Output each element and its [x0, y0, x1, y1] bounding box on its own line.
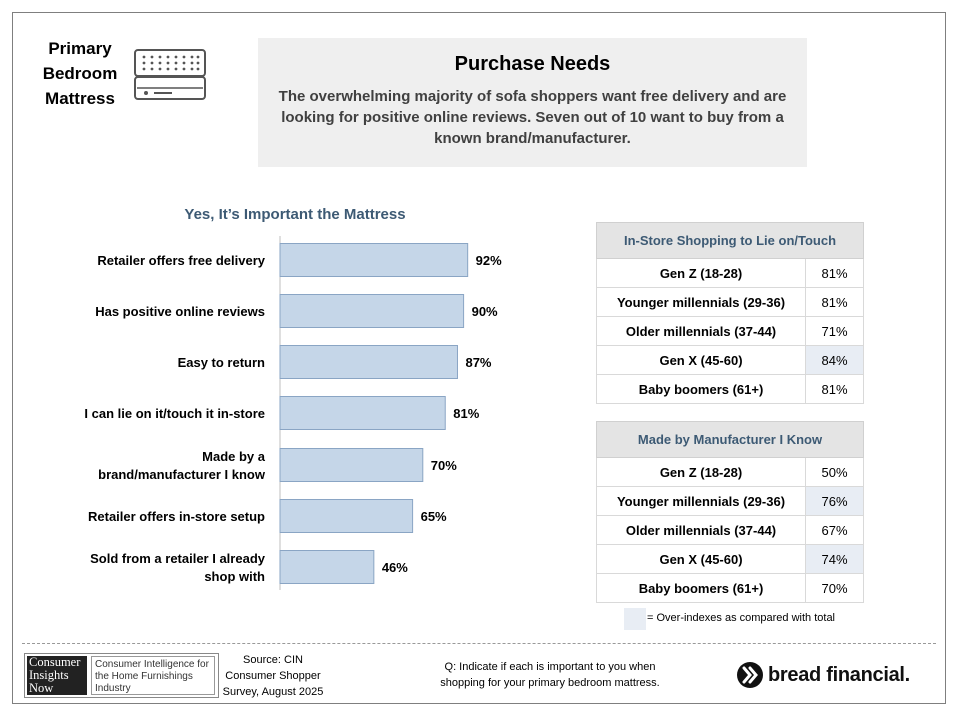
data-label: 65%: [421, 509, 447, 524]
bread-logo-icon: [737, 662, 763, 688]
segment-cell: Gen X (45-60): [596, 345, 806, 375]
data-label: 70%: [431, 458, 457, 473]
table-instore: In-Store Shopping to Lie on/Touch Gen Z …: [596, 222, 864, 404]
category-label: shop with: [204, 569, 265, 584]
bar: [279, 243, 469, 277]
table-row: Younger millennials (29-36) 76%: [596, 486, 864, 516]
header-title: Purchase Needs: [454, 53, 611, 75]
value-cell: 67%: [805, 515, 864, 545]
cin-logo-line: Insights: [29, 668, 69, 682]
category-label: Sold from a retailer I already: [90, 551, 266, 566]
value-cell-over-index: 76%: [805, 486, 864, 516]
category-label: Retailer offers free delivery: [97, 253, 265, 268]
topic-label: Primary Bedroom Mattress: [42, 39, 118, 108]
slide-frame: [12, 12, 946, 704]
category-label: Made by a: [202, 449, 266, 464]
segment-cell: Gen Z (18-28): [596, 258, 806, 288]
source-note: Source: CIN Consumer Shopper Survey, Aug…: [214, 652, 332, 700]
table-row: Older millennials (37-44) 67%: [596, 515, 864, 545]
value-cell-over-index: 74%: [805, 544, 864, 574]
category-label: brand/manufacturer I know: [98, 467, 266, 482]
segment-cell: Older millennials (37-44): [596, 316, 806, 346]
cin-logo-mark: Consumer Insights Now: [27, 656, 87, 695]
cin-logo-tagline: Consumer Intelligence for the Home Furni…: [91, 656, 215, 695]
table-row: Baby boomers (61+) 81%: [596, 374, 864, 404]
value-cell: 81%: [805, 258, 864, 288]
header-description: The overwhelming majority of sofa shoppe…: [278, 88, 787, 147]
segment-cell: Baby boomers (61+): [596, 374, 806, 404]
table-row: Gen X (45-60) 84%: [596, 345, 864, 375]
category-label: Has positive online reviews: [95, 304, 265, 319]
segment-cell: Gen Z (18-28): [596, 457, 806, 487]
cin-logo-line: Consumer: [29, 655, 81, 669]
table-row: Younger millennials (29-36) 81%: [596, 287, 864, 317]
data-label: 90%: [472, 304, 498, 319]
table-row: Older millennials (37-44) 71%: [596, 316, 864, 346]
data-label: 92%: [476, 253, 502, 268]
table-row: Gen Z (18-28) 81%: [596, 258, 864, 288]
bread-brand-name: bread financial.: [768, 664, 910, 686]
segment-cell: Gen X (45-60): [596, 544, 806, 574]
bar: [279, 345, 458, 379]
segment-cell: Younger millennials (29-36): [596, 287, 806, 317]
segment-cell: Younger millennials (29-36): [596, 486, 806, 516]
value-cell-over-index: 84%: [805, 345, 864, 375]
table-manufacturer: Made by Manufacturer I Know Gen Z (18-28…: [596, 421, 864, 603]
segment-cell: Baby boomers (61+): [596, 573, 806, 603]
cin-logo: Consumer Insights Now Consumer Intellige…: [24, 653, 219, 698]
table-title: Made by Manufacturer I Know: [596, 421, 864, 458]
legend-swatch: [624, 608, 646, 630]
bar: [279, 396, 446, 430]
data-label: 87%: [465, 355, 491, 370]
question-note: Q: Indicate if each is important to you …: [405, 659, 695, 691]
value-cell: 71%: [805, 316, 864, 346]
question-line: Q: Indicate if each is important to you …: [444, 661, 656, 673]
bar: [279, 294, 465, 328]
data-label: 81%: [453, 406, 479, 421]
category-label: Retailer offers in-store setup: [88, 509, 265, 524]
bar-chart: 92% Retailer offers free delivery 90% Has p…: [84, 236, 502, 590]
category-label: I can lie on it/touch it in-store: [84, 406, 265, 421]
cin-logo-line: Now: [29, 681, 54, 695]
footer-divider: [22, 643, 936, 644]
segment-cell: Older millennials (37-44): [596, 515, 806, 545]
bar: [279, 499, 414, 533]
data-label: 46%: [382, 560, 408, 575]
source-line: Consumer Shopper: [225, 670, 321, 682]
value-cell: 70%: [805, 573, 864, 603]
value-cell: 81%: [805, 287, 864, 317]
legend-text: = Over-indexes as compared with total: [647, 612, 836, 624]
table-row: Gen Z (18-28) 50%: [596, 457, 864, 487]
table-row: Baby boomers (61+) 70%: [596, 573, 864, 603]
table-title: In-Store Shopping to Lie on/Touch: [596, 222, 864, 259]
question-line: shopping for your primary bedroom mattre…: [440, 677, 660, 689]
bar: [279, 448, 424, 482]
source-line: Survey, August 2025: [222, 686, 324, 698]
chart-title: Yes, It’s Important the Mattress: [184, 206, 406, 223]
mattress-icon: [134, 49, 206, 100]
bar: [279, 550, 375, 584]
source-line: Source: CIN: [243, 654, 303, 666]
value-cell: 81%: [805, 374, 864, 404]
value-cell: 50%: [805, 457, 864, 487]
category-label: Easy to return: [178, 355, 265, 370]
header-box: Purchase Needs The overwhelming majority…: [258, 38, 807, 167]
table-row: Gen X (45-60) 74%: [596, 544, 864, 574]
